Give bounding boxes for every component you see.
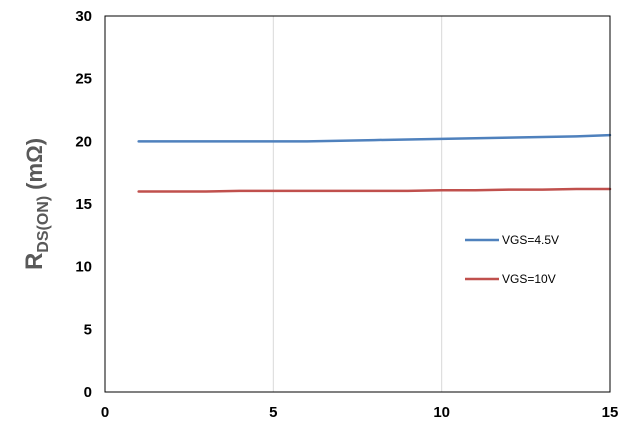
y-tick-label: 15 [75, 196, 92, 213]
legend-label: VGS=10V [502, 272, 556, 286]
x-tick-label: 5 [269, 404, 277, 421]
y-tick-label: 20 [75, 133, 92, 150]
y-tick-label: 25 [75, 71, 92, 88]
x-tick-label: 10 [433, 404, 450, 421]
tick-layer: 0 5 10 15 0 5 10 15 20 25 30 [75, 8, 618, 421]
legend-label: VGS=4.5V [502, 233, 559, 247]
plot-border [104, 15, 611, 393]
y-axis-label-unit: (mΩ) [22, 138, 47, 190]
y-axis-label: RDS(ON) (mΩ) [21, 138, 52, 270]
x-tick-label: 15 [602, 404, 619, 421]
y-axis-label-subscript: DS(ON) [35, 196, 52, 253]
series-layer [137, 133, 612, 193]
y-tick-label: 5 [84, 321, 92, 338]
grid-layer [272, 16, 443, 392]
legend: VGS=4.5V VGS=10V [465, 233, 559, 286]
y-axis-label-main: R [21, 253, 48, 270]
x-tick-label: 0 [101, 404, 109, 421]
y-tick-label: 10 [75, 259, 92, 276]
series-line [137, 187, 612, 193]
y-tick-label: 30 [75, 8, 92, 25]
series-line [137, 133, 612, 143]
y-tick-label: 0 [84, 384, 92, 401]
